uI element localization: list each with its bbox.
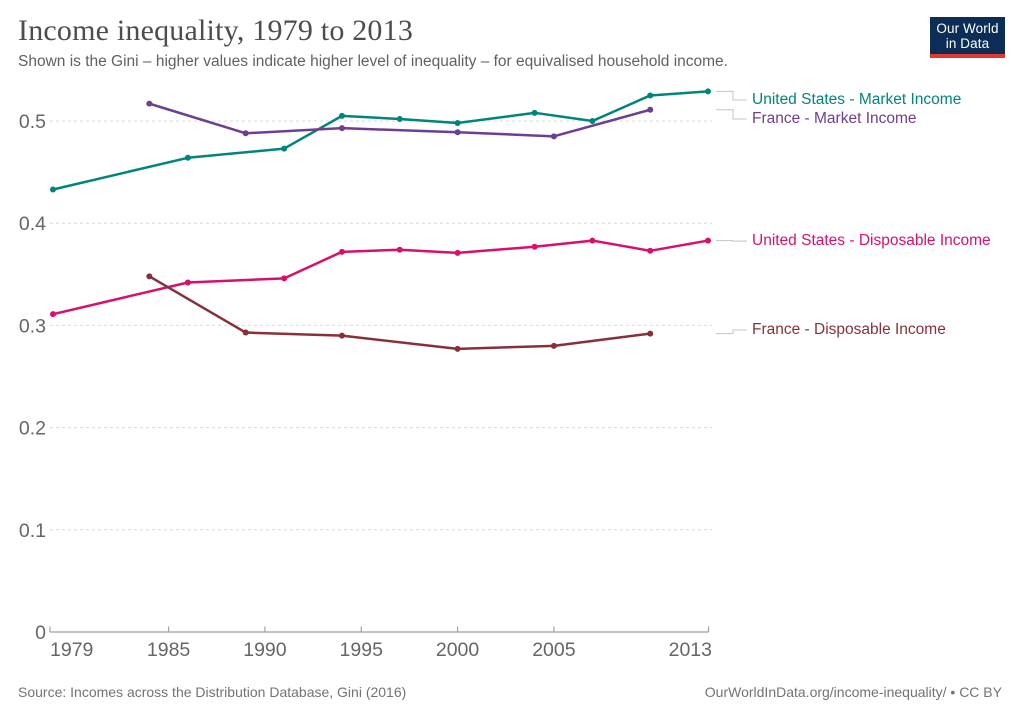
- y-tick-label-0.4: 0.4: [19, 213, 46, 235]
- series-france-disposable-income[interactable]: [146, 273, 654, 352]
- data-point-united-states-disposable-income-1991[interactable]: [281, 275, 288, 282]
- series-line-united-states-disposable-income[interactable]: [51, 239, 710, 316]
- series-line-france-disposable-income[interactable]: [148, 275, 652, 351]
- data-point-united-states-market-income-2013[interactable]: [705, 88, 712, 95]
- data-point-france-disposable-income-2005[interactable]: [550, 342, 557, 349]
- series-france-market-income[interactable]: [146, 100, 654, 140]
- data-point-france-market-income-1984[interactable]: [146, 100, 153, 107]
- series-line-united-states-market-income[interactable]: [51, 90, 710, 191]
- y-tick-label-0.1: 0.1: [19, 520, 46, 542]
- owid-logo-text-line2: in Data: [945, 35, 990, 51]
- data-point-france-market-income-2000[interactable]: [454, 129, 461, 136]
- data-point-united-states-market-income-2004[interactable]: [531, 109, 538, 116]
- data-point-united-states-disposable-income-1979[interactable]: [50, 311, 56, 318]
- page-title: Income inequality, 1979 to 2013: [18, 14, 414, 47]
- data-point-united-states-market-income-1986[interactable]: [184, 154, 191, 161]
- series-united-states-disposable-income[interactable]: [50, 237, 712, 318]
- data-point-france-market-income-1989[interactable]: [242, 130, 249, 137]
- legend-connector-united-states-disposable-income: [716, 240, 747, 242]
- owid-logo[interactable]: Our World in Data: [930, 17, 1005, 58]
- data-point-france-market-income-2010[interactable]: [647, 106, 654, 113]
- data-point-united-states-market-income-2007[interactable]: [589, 118, 596, 124]
- series-line-france-market-income[interactable]: [148, 102, 652, 138]
- y-tick-label-0.2: 0.2: [19, 418, 46, 440]
- x-tick-label-1985: 1985: [147, 639, 191, 661]
- x-tick-label-1990: 1990: [243, 639, 287, 661]
- data-point-united-states-disposable-income-2000[interactable]: [454, 249, 461, 256]
- page-subtitle: Shown is the Gini – higher values indica…: [18, 53, 728, 70]
- legend-label-united-states-disposable-income[interactable]: United States - Disposable Income: [752, 232, 991, 249]
- x-tick-label-2013: 2013: [669, 639, 712, 661]
- x-tick-label-2000: 2000: [436, 639, 480, 661]
- data-point-united-states-disposable-income-1994[interactable]: [338, 248, 345, 255]
- legend-connector-france-market-income: [716, 109, 747, 120]
- data-point-france-disposable-income-1994[interactable]: [338, 332, 345, 339]
- y-tick-label-0.5: 0.5: [19, 111, 46, 133]
- data-point-france-disposable-income-1989[interactable]: [242, 329, 249, 336]
- data-point-france-disposable-income-1984[interactable]: [146, 273, 153, 280]
- data-point-france-market-income-2005[interactable]: [550, 133, 557, 140]
- data-point-united-states-market-income-1991[interactable]: [281, 145, 288, 152]
- owid-logo-text-line1: Our World: [936, 20, 999, 36]
- data-point-united-states-market-income-1994[interactable]: [338, 112, 345, 119]
- data-point-united-states-market-income-1997[interactable]: [396, 115, 403, 122]
- x-tick-label-1995: 1995: [340, 639, 384, 661]
- legend-label-united-states-market-income[interactable]: United States - Market Income: [752, 91, 962, 108]
- data-point-united-states-disposable-income-2004[interactable]: [531, 243, 538, 250]
- chart-footer: Source: Incomes across the Distribution …: [18, 684, 1002, 700]
- data-point-united-states-market-income-2010[interactable]: [647, 92, 654, 99]
- license-note: OurWorldInData.org/income-inequality/ • …: [704, 684, 1002, 700]
- data-point-united-states-disposable-income-1986[interactable]: [184, 279, 191, 286]
- data-point-united-states-disposable-income-2013[interactable]: [705, 237, 712, 244]
- data-point-united-states-market-income-1979[interactable]: [50, 186, 56, 193]
- series-united-states-market-income[interactable]: [50, 88, 712, 193]
- data-point-united-states-disposable-income-2007[interactable]: [589, 237, 596, 244]
- y-tick-label-0: 0: [35, 622, 46, 644]
- data-point-united-states-disposable-income-2010[interactable]: [647, 247, 654, 254]
- legend-label-france-market-income[interactable]: France - Market Income: [752, 110, 917, 127]
- data-point-france-disposable-income-2000[interactable]: [454, 345, 461, 352]
- legend-label-france-disposable-income[interactable]: France - Disposable Income: [752, 321, 946, 338]
- data-point-france-market-income-1994[interactable]: [338, 125, 345, 132]
- legend-connector-france-disposable-income: [716, 329, 747, 335]
- legend-connector-united-states-market-income: [716, 90, 747, 101]
- y-tick-label-0.3: 0.3: [19, 315, 46, 337]
- x-tick-label-2005: 2005: [532, 639, 576, 661]
- x-tick-label-1979: 1979: [50, 639, 93, 661]
- data-point-france-disposable-income-2010[interactable]: [647, 330, 654, 337]
- data-point-united-states-disposable-income-1997[interactable]: [396, 246, 403, 253]
- source-note: Source: Incomes across the Distribution …: [18, 684, 407, 700]
- data-point-united-states-market-income-2000[interactable]: [454, 120, 461, 127]
